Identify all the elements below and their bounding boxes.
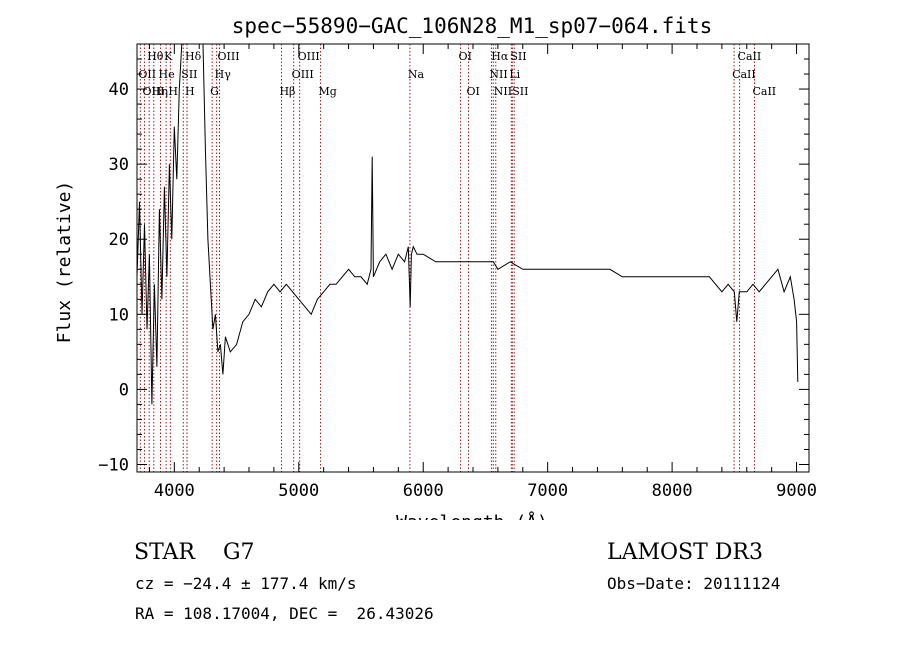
y-axis-label: Flux (relative): [54, 181, 75, 344]
y-tick-label-2: 10: [109, 305, 129, 325]
line-label-25: SII: [512, 85, 528, 98]
x-axis-ticks: 4000 5000 6000 7000 8000 9000: [148, 44, 817, 501]
line-label-16: Mg: [319, 85, 337, 98]
redshift-velocity: cz = −24.4 ± 177.4 km/s: [135, 574, 357, 593]
x-tick-label-5: 9000: [776, 481, 817, 501]
line-label-11: Hγ: [215, 68, 232, 81]
y-tick-label-4: 30: [109, 155, 129, 175]
line-label-23: SII: [510, 50, 526, 63]
line-label-12: G: [210, 85, 219, 98]
line-label-6: H: [168, 85, 178, 98]
y-tick-label-3: 20: [109, 230, 129, 250]
line-label-0: Hθ: [147, 50, 164, 63]
x-tick-label-3: 7000: [527, 481, 568, 501]
spectrum-chart: spec−55890−GAC_106N28_M1_sp07−064.fits H…: [54, 14, 817, 520]
y-tick-label-5: 40: [109, 80, 129, 100]
line-label-5: K: [164, 50, 173, 63]
y-tick-label-1: 0: [119, 380, 129, 400]
coordinates: RA = 108.17004, DEC = 26.43026: [135, 604, 434, 623]
plot-frame: [136, 43, 810, 473]
line-label-24: Li: [509, 68, 520, 81]
x-tick-label-4: 8000: [652, 481, 693, 501]
line-label-3: Hη: [152, 85, 168, 98]
line-label-26: CaII: [738, 50, 762, 63]
line-label-17: Na: [408, 68, 425, 81]
observation-date: Obs−Date: 20111124: [607, 574, 781, 593]
spectrum-line: [136, 43, 799, 405]
survey-name: LAMOST DR3: [607, 540, 763, 565]
line-label-4: He: [159, 68, 175, 81]
line-label-20: Hα: [491, 50, 509, 63]
object-class: STAR G7: [134, 540, 255, 565]
line-label-28: CaII: [752, 85, 776, 98]
x-tick-label-1: 5000: [278, 481, 319, 501]
line-label-19: OI: [467, 85, 480, 98]
x-tick-label-2: 6000: [403, 481, 444, 501]
line-label-8: Hδ: [185, 50, 202, 63]
line-label-15: OIII: [292, 68, 314, 81]
line-label-13: Hβ: [279, 85, 295, 98]
line-label-18: OI: [459, 50, 472, 63]
line-label-14: OIII: [298, 50, 320, 63]
line-label-21: NII: [489, 68, 507, 81]
line-label-9: H: [185, 85, 195, 98]
line-label-10: OIII: [218, 50, 240, 63]
line-label-7: SII: [181, 68, 197, 81]
line-label-1: OII: [138, 68, 156, 81]
y-tick-label-0: −10: [98, 455, 129, 475]
line-label-27: CaII: [732, 68, 756, 81]
x-axis-label: Wavelength (Å): [396, 511, 548, 520]
chart-title: spec−55890−GAC_106N28_M1_sp07−064.fits: [232, 14, 712, 38]
x-tick-label-0: 4000: [154, 481, 195, 501]
line-label-2: OIII: [142, 85, 164, 98]
y-axis-ticks: −10 0 10 20 30 40: [98, 58, 809, 475]
line-label-22: NII: [494, 85, 512, 98]
emission-line-markers: [139, 44, 755, 472]
